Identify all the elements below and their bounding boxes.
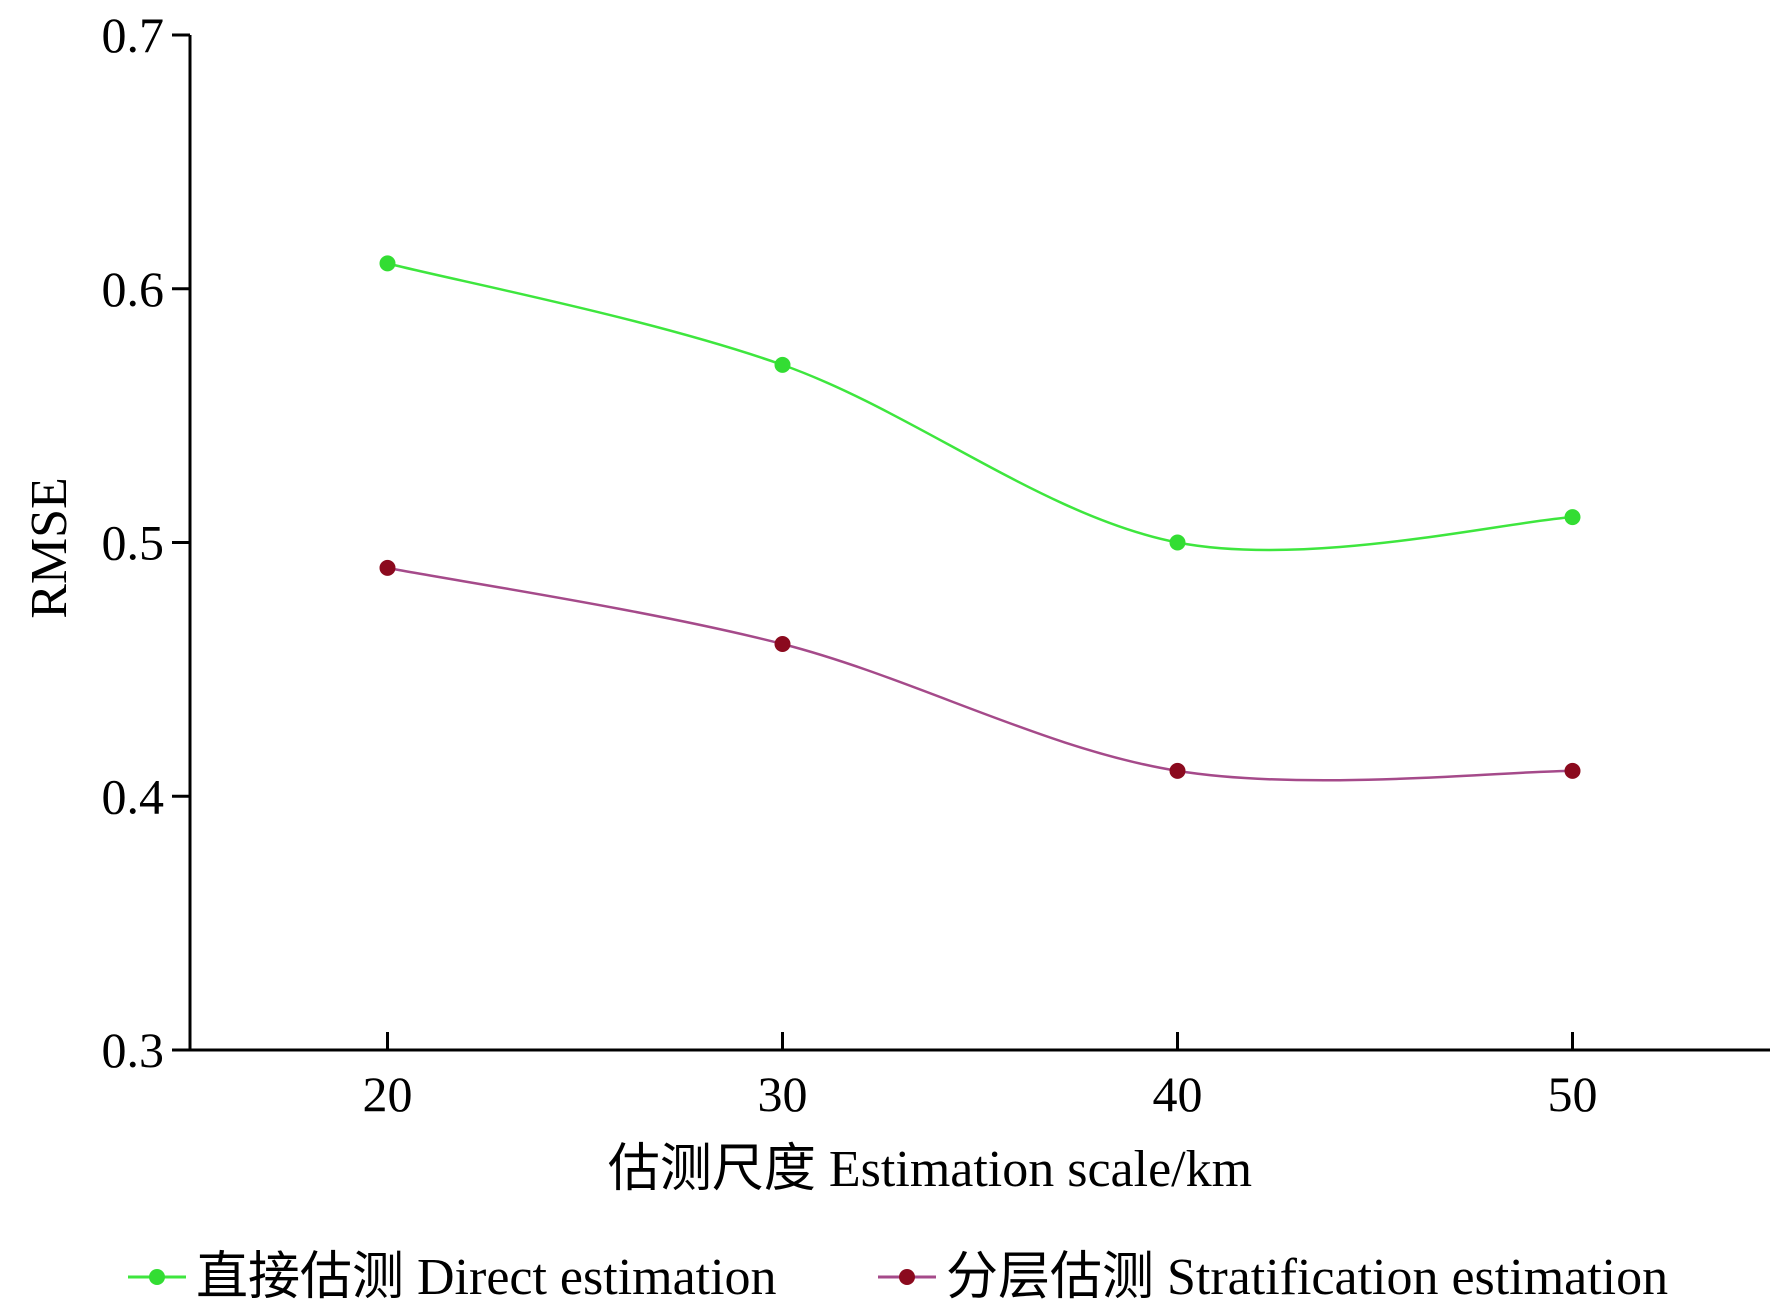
y-tick-label-1: 0.4 bbox=[102, 768, 165, 824]
y-ticks: 0.3 0.4 0.5 0.6 0.7 bbox=[102, 7, 190, 1078]
y-tick-label-3: 0.6 bbox=[102, 261, 165, 317]
x-axis-title: 估测尺度 Estimation scale/km bbox=[608, 1141, 1252, 1198]
legend-item-stratification: 分层估测 Stratification estimation bbox=[878, 1249, 1668, 1302]
data-point-0-0 bbox=[379, 255, 396, 272]
x-tick-label-1: 30 bbox=[758, 1066, 808, 1122]
x-tick-label-3: 50 bbox=[1548, 1066, 1598, 1122]
data-point-1-2 bbox=[1169, 762, 1186, 779]
y-tick-label-0: 0.3 bbox=[102, 1022, 165, 1078]
data-point-1-3 bbox=[1564, 762, 1581, 779]
data-point-0-3 bbox=[1564, 509, 1581, 526]
series-1 bbox=[379, 559, 1581, 782]
axes bbox=[188, 35, 1770, 1052]
legend-label-stratification: 分层估测 Stratification estimation bbox=[946, 1249, 1668, 1302]
data-point-0-2 bbox=[1169, 534, 1186, 551]
x-tick-label-0: 20 bbox=[363, 1066, 413, 1122]
y-tick-label-4: 0.7 bbox=[102, 7, 165, 63]
legend-marker-direct bbox=[149, 1269, 165, 1285]
y-tick-label-2: 0.5 bbox=[102, 515, 165, 571]
legend-marker-stratification bbox=[899, 1269, 915, 1285]
data-point-0-1 bbox=[774, 356, 791, 373]
x-ticks: 20 30 40 50 bbox=[363, 1032, 1598, 1122]
data-point-1-0 bbox=[379, 559, 396, 576]
series-layer bbox=[379, 255, 1581, 782]
legend-item-direct: 直接估测 Direct estimation bbox=[128, 1249, 777, 1302]
series-line-0 bbox=[387, 262, 1573, 552]
y-axis-title: RMSE bbox=[21, 477, 78, 619]
data-point-1-1 bbox=[774, 636, 791, 652]
legend: 直接估测 Direct estimation 分层估测 Stratificati… bbox=[128, 1249, 1668, 1302]
series-line-1 bbox=[387, 566, 1573, 782]
x-tick-label-2: 40 bbox=[1153, 1066, 1203, 1122]
legend-label-direct: 直接估测 Direct estimation bbox=[196, 1249, 777, 1302]
series-0 bbox=[379, 255, 1581, 552]
